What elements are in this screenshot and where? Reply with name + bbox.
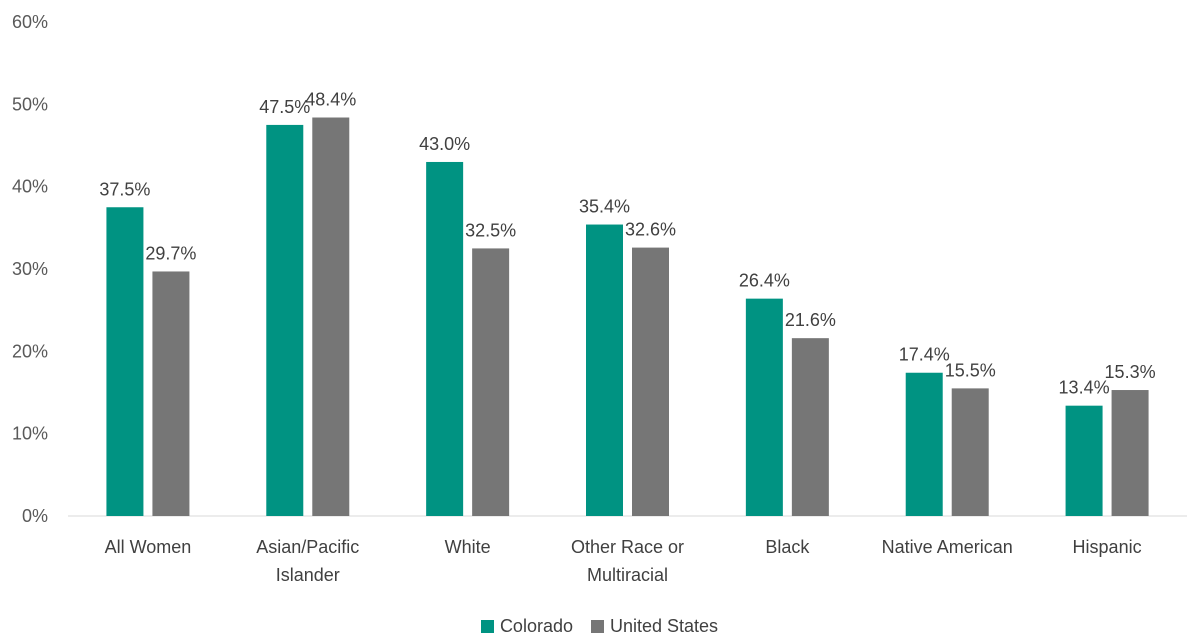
category-label: Other Race or — [571, 537, 684, 557]
legend: Colorado United States — [0, 616, 1199, 637]
bar — [152, 271, 190, 516]
legend-item-colorado: Colorado — [480, 616, 573, 637]
data-label: 43.0% — [419, 134, 470, 154]
y-tick-label: 50% — [12, 94, 48, 114]
bar — [905, 372, 943, 516]
data-label: 21.6% — [785, 310, 836, 330]
bar — [791, 338, 829, 516]
data-label: 15.5% — [945, 360, 996, 380]
legend-swatch-colorado — [480, 620, 494, 633]
data-label: 48.4% — [305, 90, 356, 110]
bar — [951, 388, 989, 516]
data-label: 15.3% — [1105, 362, 1156, 382]
y-tick-label: 40% — [12, 177, 48, 197]
bar — [426, 161, 464, 516]
bar — [586, 224, 623, 517]
legend-swatch-united-states — [590, 620, 604, 633]
data-label: 47.5% — [259, 97, 310, 117]
data-label: 29.7% — [145, 243, 196, 263]
data-label: 35.4% — [579, 197, 630, 217]
data-label: 32.5% — [465, 220, 516, 240]
y-tick-label: 20% — [12, 341, 48, 361]
data-label: 37.5% — [99, 179, 150, 199]
legend-item-united-states: United States — [590, 616, 719, 637]
bar — [1111, 390, 1149, 516]
y-tick-label: 0% — [22, 506, 48, 526]
category-label: Islander — [276, 565, 340, 585]
data-label: 17.4% — [899, 345, 950, 365]
category-label: Multiracial — [587, 565, 668, 585]
category-label: Hispanic — [1073, 537, 1142, 557]
data-label: 32.6% — [625, 220, 676, 240]
bar — [106, 207, 144, 516]
category-label: All Women — [105, 537, 192, 557]
bar — [472, 248, 510, 516]
bar — [266, 124, 304, 517]
bar — [632, 247, 669, 517]
y-tick-label: 60% — [12, 12, 48, 32]
bar-chart: 0% 10% 20% 30% 40% 50% 60% 37.5% 29.7% All Women 4… — [12, 12, 1187, 585]
bar — [312, 117, 350, 517]
bar — [745, 298, 783, 516]
category-label: Black — [765, 537, 810, 557]
category-label: Native American — [882, 537, 1013, 557]
y-tick-label: 10% — [12, 424, 48, 444]
data-label: 26.4% — [739, 271, 790, 291]
category-label: Asian/Pacific — [256, 537, 359, 557]
category-label: White — [445, 537, 491, 557]
legend-label-united-states: United States — [609, 616, 719, 636]
data-label: 13.4% — [1059, 378, 1110, 398]
bar — [1065, 405, 1103, 516]
y-tick-label: 30% — [12, 259, 48, 279]
legend-label-colorado: Colorado — [499, 616, 573, 636]
